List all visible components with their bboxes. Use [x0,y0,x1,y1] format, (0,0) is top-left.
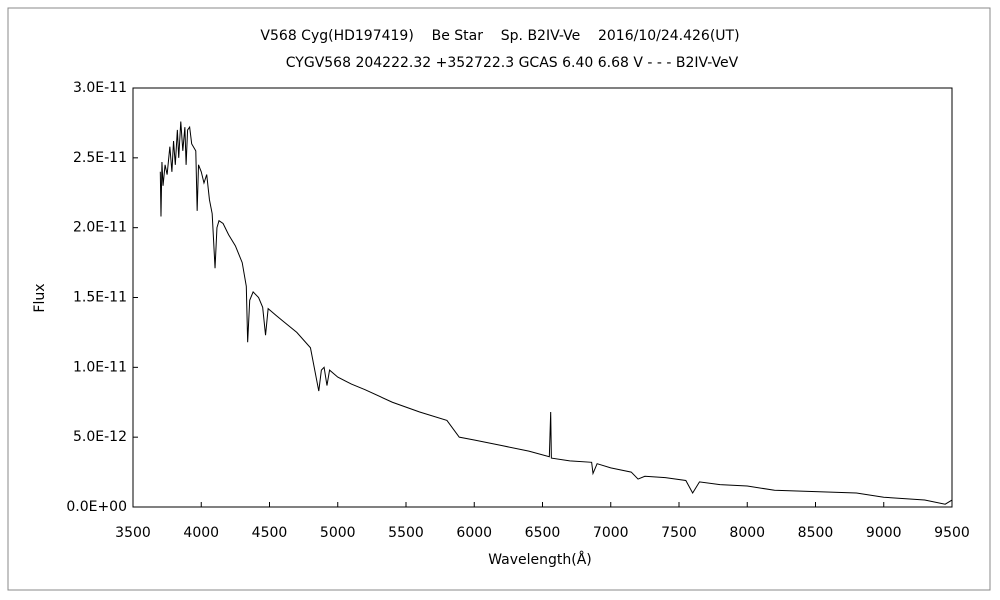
x-tick-label: 5500 [388,525,424,541]
x-tick-label: 8500 [798,525,834,541]
x-tick-label: 6500 [525,525,561,541]
y-axis-label: Flux [32,283,48,312]
y-tick-label: 3.0E-11 [73,80,127,96]
x-tick-label: 7500 [661,525,697,541]
x-axis-label: Wavelength(Å) [488,551,592,568]
x-tick-label: 7000 [593,525,629,541]
y-tick-label: 5.0E-12 [73,429,127,445]
y-tick-label: 2.0E-11 [73,220,127,236]
y-tick-label: 1.0E-11 [73,359,127,375]
x-tick-label: 4500 [252,525,288,541]
x-tick-label: 6000 [456,525,492,541]
frame [7,7,991,591]
chart-title: V568 Cyg(HD197419) Be Star Sp. B2IV-Ve 2… [260,28,739,44]
x-tick-label: 8000 [729,525,765,541]
y-tick-label: 2.5E-11 [73,150,127,166]
x-tick-label: 9500 [934,525,970,541]
y-tick-label: 1.5E-11 [73,290,127,306]
x-tick-label: 5000 [320,525,356,541]
spectrum-line [159,121,953,505]
chart-subtitle: CYGV568 204222.32 +352722.3 GCAS 6.40 6.… [286,55,739,71]
x-tick-label: 4000 [183,525,219,541]
x-tick-label: 3500 [115,525,151,541]
x-tick-label: 9000 [866,525,902,541]
y-tick-label: 0.0E+00 [66,499,127,515]
